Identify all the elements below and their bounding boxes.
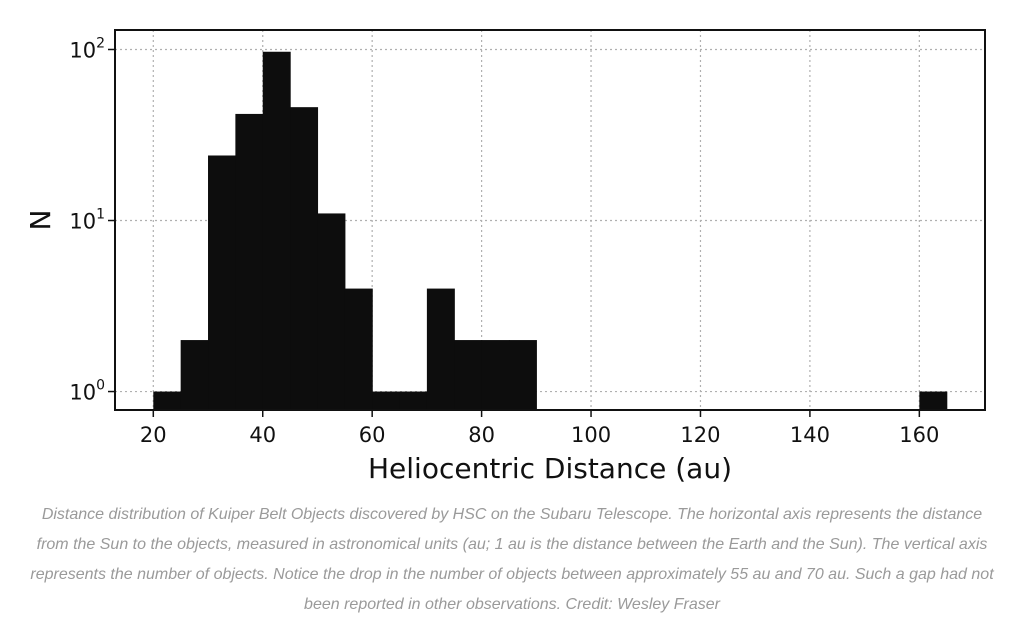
histogram-chart: 20 40 60 80 100 120 140 160 100 101 102 Heliocent… — [24, 29, 986, 485]
x-tick-label: 160 — [899, 423, 939, 447]
histogram-bar — [344, 288, 373, 410]
histogram-bar — [399, 391, 428, 410]
histogram-bar — [317, 213, 346, 410]
histogram-bar — [208, 155, 236, 410]
x-tick-label: 20 — [140, 423, 167, 447]
x-tick-label: 40 — [249, 423, 276, 447]
y-tick-label: 101 — [69, 207, 105, 234]
y-axis-label: N — [24, 210, 57, 231]
histogram-bar — [481, 340, 510, 410]
histogram-bar — [153, 391, 182, 410]
y-tick-label: 100 — [69, 378, 105, 405]
histogram-bars — [153, 51, 948, 411]
x-tick-label: 140 — [790, 423, 830, 447]
histogram-bar — [454, 340, 483, 410]
x-tick-label: 120 — [680, 423, 720, 447]
histogram-bar — [235, 113, 264, 410]
figure-caption: Distance distribution of Kuiper Belt Obj… — [30, 506, 994, 613]
y-axis: 100 101 102 — [69, 35, 115, 405]
histogram-bar — [180, 340, 209, 410]
x-tick-label: 80 — [468, 423, 495, 447]
y-tick-label: 102 — [69, 35, 105, 62]
x-axis-label: Heliocentric Distance (au) — [368, 452, 732, 485]
histogram-bar — [290, 107, 319, 410]
histogram-bar — [262, 51, 291, 411]
histogram-bar — [508, 340, 537, 410]
histogram-bar — [426, 288, 455, 410]
histogram-bar — [919, 391, 948, 410]
x-tick-label: 60 — [359, 423, 386, 447]
histogram-bar — [372, 391, 401, 410]
x-tick-label: 100 — [571, 423, 611, 447]
x-axis: 20 40 60 80 100 120 140 160 — [140, 410, 939, 447]
